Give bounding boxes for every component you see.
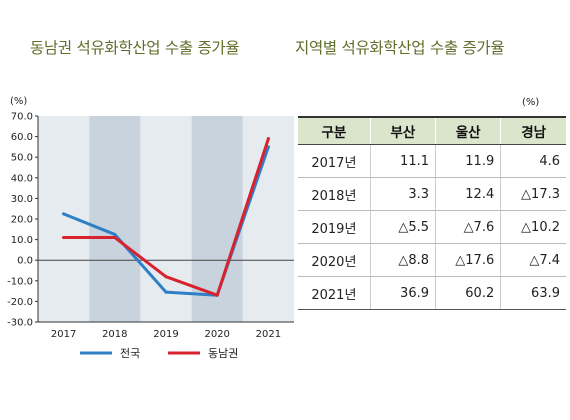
cell-ulsan: △7.6 [434, 210, 501, 244]
legend-label-0: 전국 [120, 347, 140, 360]
row-year: 2021년 [298, 276, 371, 310]
x-tick-label: 2021 [256, 329, 281, 340]
header-ulsan: 울산 [434, 116, 501, 145]
cell-gyeongnam: △10.2 [500, 210, 566, 244]
table-row: 2019년 △5.5 △7.6 △10.2 [298, 210, 566, 244]
chart-title: 동남권 석유화학산업 수출 증가율 [30, 39, 240, 57]
y-tick-label: 20.0 [11, 215, 33, 226]
cell-gyeongnam: 4.6 [500, 144, 566, 178]
cell-gyeongnam: △17.3 [500, 177, 566, 211]
cell-ulsan: 12.4 [434, 177, 501, 211]
chart-unit-label: (%) [10, 96, 28, 107]
data-point [164, 290, 168, 294]
row-year: 2019년 [298, 210, 371, 244]
data-point [62, 236, 66, 240]
y-tick-label: 70.0 [11, 112, 33, 123]
x-tick-label: 2017 [51, 329, 76, 340]
data-point [266, 145, 270, 149]
table-row: 2017년 11.1 11.9 4.6 [298, 144, 566, 178]
y-tick-label: 10.0 [11, 235, 33, 246]
cell-ulsan: 60.2 [434, 276, 501, 310]
cell-busan: 3.3 [369, 177, 436, 211]
row-year: 2017년 [298, 144, 371, 178]
data-point [164, 275, 168, 279]
line-chart: 70.0 60.0 50.0 40.0 30.0 20.0 10.0 0.0 -10.0 -20.… [7, 112, 294, 360]
band-2017 [38, 116, 90, 322]
table-row: 2021년 36.9 60.2 63.9 [298, 276, 566, 310]
data-point [215, 293, 219, 297]
y-tick-label: -10.0 [7, 276, 33, 287]
table-row: 2020년 △8.8 △17.6 △7.4 [298, 243, 566, 277]
cell-busan: △8.8 [369, 243, 436, 277]
export-growth-table: 구분 부산 울산 경남 2017년 11.1 11.9 4.6 2018년 3.… [298, 116, 566, 310]
legend-label-1: 동남권 [208, 347, 238, 360]
data-point [266, 137, 270, 141]
y-tick-label: -20.0 [7, 297, 33, 308]
table-row: 2018년 3.3 12.4 △17.3 [298, 177, 566, 211]
header-category: 구분 [298, 116, 371, 145]
data-point [113, 236, 117, 240]
y-tick-label: 40.0 [11, 173, 33, 184]
band-2019 [140, 116, 192, 322]
table-header-row: 구분 부산 울산 경남 [298, 116, 566, 145]
x-tick-label: 2019 [153, 329, 178, 340]
data-point [62, 212, 66, 216]
row-year: 2018년 [298, 177, 371, 211]
y-tick-label: -30.0 [7, 318, 33, 329]
data-point [113, 232, 117, 236]
y-tick-label: 0.0 [17, 256, 33, 267]
cell-ulsan: △17.6 [434, 243, 501, 277]
row-year: 2020년 [298, 243, 371, 277]
y-tick-label: 60.0 [11, 132, 33, 143]
y-tick-label: 50.0 [11, 153, 33, 164]
cell-busan: △5.5 [369, 210, 436, 244]
table-title: 지역별 석유화학산업 수출 증가율 [295, 39, 505, 57]
table-unit-label: (%) [522, 97, 540, 108]
cell-busan: 11.1 [369, 144, 436, 178]
y-tick-label: 30.0 [11, 194, 33, 205]
cell-gyeongnam: 63.9 [500, 276, 566, 310]
header-busan: 부산 [369, 116, 436, 145]
band-2018 [89, 116, 141, 322]
cell-ulsan: 11.9 [434, 144, 501, 178]
header-gyeongnam: 경남 [500, 116, 566, 145]
x-tick-label: 2018 [102, 329, 127, 340]
cell-busan: 36.9 [369, 276, 436, 310]
x-tick-label: 2020 [204, 329, 229, 340]
cell-gyeongnam: △7.4 [500, 243, 566, 277]
